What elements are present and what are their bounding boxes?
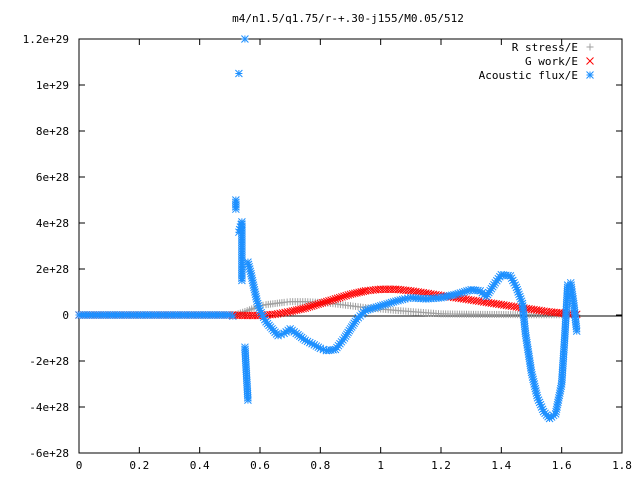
- legend-marker: [586, 71, 594, 79]
- data-point: [320, 298, 329, 307]
- x-tick-label: 1.8: [612, 459, 632, 472]
- data-point: [327, 296, 335, 305]
- data-point: [333, 294, 342, 303]
- data-point: [338, 293, 346, 301]
- data-point: [228, 312, 237, 321]
- data-point: [310, 301, 318, 310]
- data-point: [314, 300, 323, 309]
- data-point: [318, 298, 327, 307]
- data-point: [316, 299, 325, 308]
- data-point: [359, 287, 368, 296]
- legend-marker: [586, 43, 594, 51]
- data-point: [312, 300, 320, 309]
- data-point: [301, 304, 310, 312]
- legend-label: R stress/E: [512, 41, 578, 54]
- plot-frame: [78, 38, 623, 454]
- x-tick-label: 1.4: [491, 459, 511, 472]
- data-point: [256, 306, 264, 315]
- legend-label: G work/E: [525, 55, 578, 68]
- y-tick-label: 4e+28: [36, 217, 69, 230]
- data-point: [244, 396, 252, 404]
- series-2: [75, 35, 581, 423]
- x-tick-label: 1: [377, 459, 384, 472]
- x-tick-label: 1.2: [431, 459, 451, 472]
- y-tick-label: -2e+28: [29, 355, 69, 368]
- y-tick-label: 6e+28: [36, 171, 69, 184]
- x-tick-label: 0.6: [250, 459, 270, 472]
- data-point: [303, 303, 312, 312]
- data-point: [307, 302, 316, 310]
- data-point: [283, 308, 292, 316]
- y-tick-label: 1e+29: [36, 79, 69, 92]
- data-point: [335, 293, 344, 302]
- data-point: [344, 291, 353, 299]
- y-tick-label: 8e+28: [36, 125, 69, 138]
- data-point: [305, 302, 314, 311]
- data-point: [342, 291, 351, 300]
- data-point: [232, 205, 240, 214]
- chart-title: m4/n1.5/q1.75/r-+.30-j155/M0.05/512: [232, 12, 464, 25]
- y-tick-label: 0: [62, 309, 69, 322]
- y-tick-label: 2e+28: [36, 263, 69, 276]
- x-tick-label: 0.2: [129, 459, 149, 472]
- data-point: [572, 327, 581, 335]
- x-tick-label: 0: [76, 459, 83, 472]
- x-tick-label: 0.4: [190, 459, 210, 472]
- data-point: [329, 295, 338, 304]
- y-axis: -6e+28 -4e+28 -2e+28 0 2e+28 4e+28 6e+28 8e+28 1…: [23, 33, 622, 460]
- data-point: [299, 304, 307, 313]
- data-point: [235, 69, 243, 78]
- x-tick-label: 0.8: [310, 459, 330, 472]
- y-tick-label: -4e+28: [29, 401, 69, 414]
- y-tick-label: -6e+28: [29, 447, 69, 460]
- data-point: [241, 35, 249, 43]
- data-point: [331, 295, 340, 303]
- data-point: [340, 292, 348, 301]
- x-tick-label: 1.6: [552, 459, 572, 472]
- legend-label: Acoustic flux/E: [479, 69, 578, 82]
- legend-marker: [586, 57, 594, 65]
- series-layer: [75, 35, 581, 423]
- x-axis: 0 0.2 0.4 0.6 0.8 1 1.2 1.4 1.6 1.8: [76, 39, 632, 472]
- data-point: [325, 297, 333, 305]
- y-tick-label: 1.2e+29: [23, 33, 69, 46]
- data-point: [322, 297, 331, 306]
- data-point: [238, 276, 246, 285]
